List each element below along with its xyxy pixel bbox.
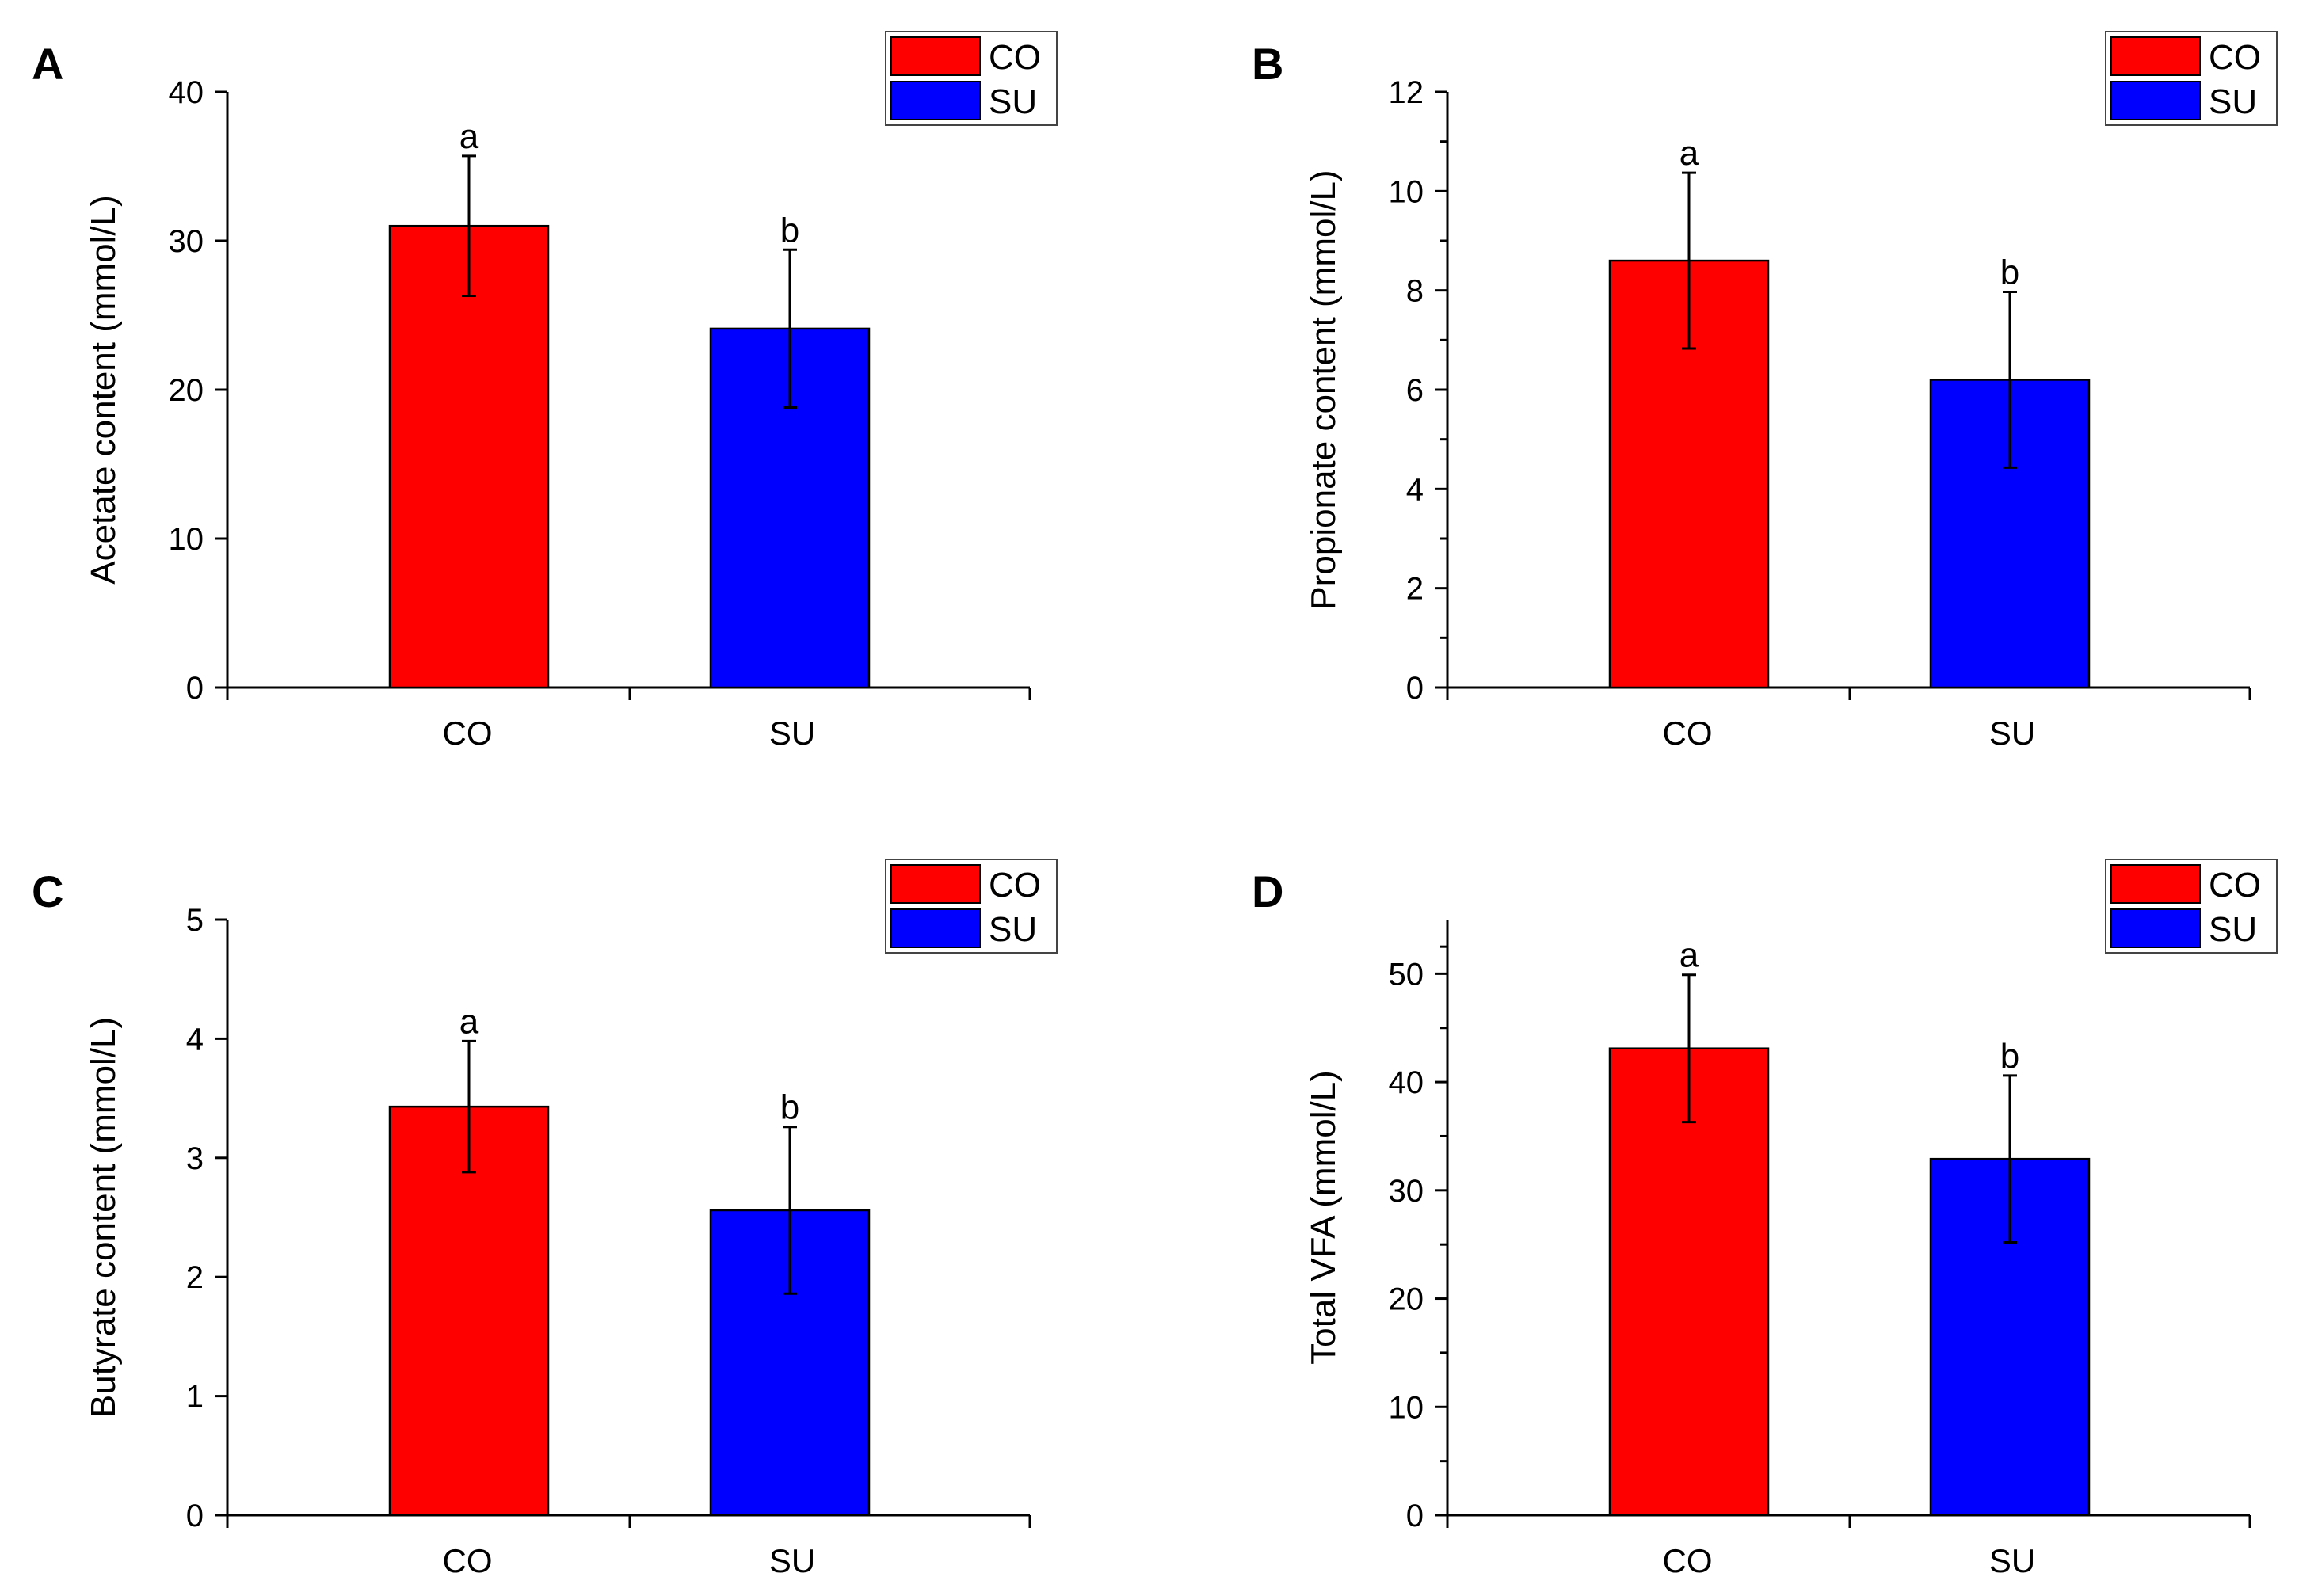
y-tick-label: 2 <box>186 1260 204 1295</box>
y-tick-label: 20 <box>1389 1282 1424 1317</box>
y-tick-label: 5 <box>186 903 204 938</box>
legend-label: CO <box>2209 38 2261 77</box>
y-axis-title: Propionate content (mmol/L) <box>1304 170 1343 609</box>
y-tick-label: 40 <box>1389 1065 1424 1100</box>
panel-c: C 0 1 2 3 4 5 a CO b SU Butyrate content (mmol/L) CO… <box>32 859 1058 1579</box>
significance-letter: b <box>2000 1037 2019 1076</box>
panel-label: A <box>32 39 63 89</box>
x-tick-label: SU <box>1989 714 2035 752</box>
panel-d: D 0 10 20 30 40 50 a CO b SU Total VFA (mmol/L) CO SU <box>1252 859 2278 1579</box>
legend-label: SU <box>989 910 1037 949</box>
panel-a: A 0 10 20 30 40 a CO b SU Acetate content (mmol/L)… <box>32 31 1058 752</box>
legend-label: CO <box>989 866 1041 905</box>
y-tick-label: 10 <box>1389 174 1424 209</box>
y-tick-label: 0 <box>186 1499 204 1533</box>
legend-label: SU <box>2209 910 2257 949</box>
panel-label: C <box>32 867 63 916</box>
y-tick-label: 50 <box>1389 957 1424 992</box>
y-tick-label: 8 <box>1406 274 1424 309</box>
bar-co <box>1608 1047 1770 1517</box>
x-tick-label: CO <box>1663 1542 1713 1579</box>
significance-letter: b <box>780 1088 799 1127</box>
legend-label: SU <box>989 82 1037 121</box>
y-tick-label: 10 <box>169 522 204 557</box>
y-tick-label: 3 <box>186 1141 204 1176</box>
legend-label: CO <box>989 38 1041 77</box>
x-tick-label: CO <box>443 714 493 752</box>
panel-label: B <box>1252 39 1283 89</box>
y-tick-label: 30 <box>169 224 204 259</box>
x-tick-label: CO <box>1663 714 1713 752</box>
legend-swatch-su <box>890 81 981 120</box>
legend-label: SU <box>2209 82 2257 121</box>
significance-letter: b <box>2000 253 2019 292</box>
significance-letter: a <box>459 117 479 156</box>
y-tick-label: 0 <box>186 671 204 706</box>
y-axis-title: Butyrate content (mmol/L) <box>84 1017 123 1418</box>
legend-swatch-su <box>890 908 981 948</box>
panel-b: B 0 2 4 6 8 10 12 a CO b SU Propionate content (mmol… <box>1252 31 2278 752</box>
x-tick-label: SU <box>769 1542 815 1579</box>
legend-swatch-su <box>2110 81 2201 120</box>
x-tick-label: SU <box>1989 1542 2035 1579</box>
legend-swatch-co <box>2110 36 2201 76</box>
y-tick-label: 4 <box>1406 472 1424 507</box>
bar-co <box>388 1105 550 1517</box>
y-tick-label: 12 <box>1389 75 1424 110</box>
y-tick-label: 0 <box>1406 1499 1424 1533</box>
y-tick-label: 0 <box>1406 671 1424 706</box>
y-tick-label: 20 <box>169 373 204 408</box>
y-tick-label: 30 <box>1389 1174 1424 1209</box>
legend-label: CO <box>2209 866 2261 905</box>
significance-letter: b <box>780 211 799 249</box>
significance-letter: a <box>1679 134 1699 173</box>
y-tick-label: 6 <box>1406 373 1424 408</box>
legend-swatch-su <box>2110 908 2201 948</box>
panel-label: D <box>1252 867 1283 916</box>
y-tick-label: 4 <box>186 1022 204 1057</box>
legend-swatch-co <box>890 864 981 904</box>
x-tick-label: SU <box>769 714 815 752</box>
legend-swatch-co <box>890 36 981 76</box>
y-tick-label: 2 <box>1406 572 1424 607</box>
y-tick-label: 1 <box>186 1380 204 1415</box>
y-axis-title: Total VFA (mmol/L) <box>1304 1070 1343 1365</box>
legend-swatch-co <box>2110 864 2201 904</box>
y-tick-label: 10 <box>1389 1390 1424 1425</box>
y-axis-title: Acetate content (mmol/L) <box>84 195 123 585</box>
x-tick-label: CO <box>443 1542 493 1579</box>
y-tick-label: 40 <box>169 75 204 110</box>
significance-letter: a <box>1679 936 1699 975</box>
significance-letter: a <box>459 1002 479 1041</box>
bar-su <box>709 1209 871 1517</box>
